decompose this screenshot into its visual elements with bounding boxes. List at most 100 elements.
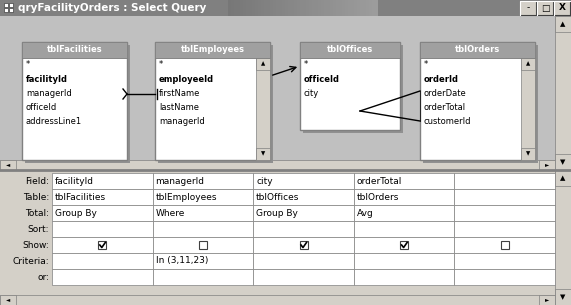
Bar [22, 42, 127, 160]
Bar [455, 253, 555, 269]
Bar [354, 189, 455, 205]
Bar [152, 253, 253, 269]
Text: tblOffices: tblOffices [256, 192, 300, 202]
Text: Sort:: Sort: [27, 224, 49, 234]
Bar [152, 237, 253, 253]
Text: Where: Where [156, 209, 185, 217]
Text: officeId: officeId [26, 102, 57, 112]
Bar [300, 0, 303, 16]
Text: lastName: lastName [159, 102, 199, 112]
Bar [262, 0, 264, 16]
Bar [455, 189, 555, 205]
Bar [324, 0, 327, 16]
Bar [303, 0, 307, 16]
Bar [295, 0, 297, 16]
Bar [369, 0, 372, 16]
Text: Group By: Group By [256, 209, 298, 217]
Bar [286, 0, 288, 16]
Bar [303, 45, 403, 133]
Bar [9, 3, 13, 7]
Text: *: * [424, 60, 428, 70]
Bar [235, 0, 238, 16]
Bar [327, 0, 331, 16]
Bar [521, 58, 535, 160]
Bar [423, 45, 538, 163]
Bar [355, 0, 357, 16]
Bar [271, 0, 274, 16]
Bar [555, 154, 571, 170]
Bar [98, 241, 106, 249]
Bar [52, 189, 152, 205]
Bar [152, 205, 253, 221]
Text: Group By: Group By [55, 209, 97, 217]
Text: orderId: orderId [424, 74, 459, 84]
Text: ▲: ▲ [526, 62, 530, 66]
Text: X: X [558, 3, 565, 13]
Text: employeeId: employeeId [159, 74, 214, 84]
Text: ▼: ▼ [261, 152, 265, 156]
Bar [267, 0, 271, 16]
Bar [247, 0, 250, 16]
Bar [0, 295, 16, 305]
Bar [520, 1, 536, 15]
Text: orderDate: orderDate [424, 88, 467, 98]
Bar [555, 170, 571, 186]
Text: city: city [304, 88, 319, 98]
Bar [0, 16, 555, 170]
Bar [420, 42, 535, 160]
Text: *: * [159, 60, 163, 70]
Bar [351, 0, 355, 16]
Bar [228, 0, 231, 16]
Bar [354, 269, 455, 285]
Text: facilityId: facilityId [55, 177, 94, 185]
Bar [537, 1, 553, 15]
Bar [231, 0, 235, 16]
Bar [253, 189, 354, 205]
Bar [307, 0, 309, 16]
Bar [555, 170, 571, 305]
Bar [243, 0, 247, 16]
Bar [336, 0, 339, 16]
Text: tblFacilities: tblFacilities [55, 192, 106, 202]
Bar [455, 173, 555, 189]
Bar [420, 42, 535, 58]
Bar [339, 0, 343, 16]
Text: ►: ► [545, 297, 549, 303]
Bar [455, 269, 555, 285]
Bar [253, 173, 354, 189]
Bar [279, 0, 283, 16]
Bar [240, 0, 243, 16]
Text: ▲: ▲ [261, 62, 265, 66]
Bar [309, 0, 312, 16]
Text: ◄: ◄ [6, 163, 10, 167]
Bar [259, 0, 262, 16]
Bar [4, 3, 8, 7]
Bar [256, 58, 270, 70]
Bar [555, 16, 571, 170]
Text: ▼: ▼ [560, 159, 566, 165]
Bar [312, 0, 315, 16]
Text: tblOrders: tblOrders [357, 192, 399, 202]
Bar [375, 0, 379, 16]
Bar [22, 42, 127, 58]
Bar [367, 0, 369, 16]
Bar [501, 241, 509, 249]
Bar [354, 205, 455, 221]
Bar [554, 1, 570, 15]
Bar [321, 0, 324, 16]
Bar [555, 289, 571, 305]
Bar [319, 0, 321, 16]
Bar [357, 0, 360, 16]
Bar [539, 160, 555, 170]
Bar [300, 42, 400, 130]
Text: facilityId: facilityId [26, 74, 68, 84]
Bar [274, 0, 276, 16]
Text: ▼: ▼ [526, 152, 530, 156]
Bar [52, 237, 152, 253]
Bar [152, 221, 253, 237]
Bar [9, 8, 13, 12]
Text: firstName: firstName [159, 88, 200, 98]
Text: ►: ► [545, 163, 549, 167]
Bar [238, 0, 240, 16]
Bar [52, 221, 152, 237]
